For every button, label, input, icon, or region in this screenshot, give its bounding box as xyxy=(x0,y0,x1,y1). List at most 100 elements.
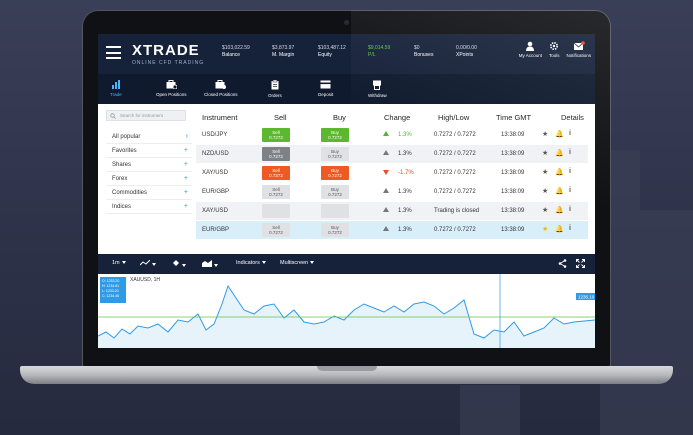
buy-button[interactable]: Buy 0.7272 xyxy=(321,147,349,161)
header-time[interactable]: Time GMT xyxy=(496,113,532,122)
star-icon[interactable]: ★ xyxy=(542,226,549,233)
table-row[interactable]: USD/JPY Sell 0.7272 Buy 0.7272 1.3% 0.7272 / 0… xyxy=(196,126,588,144)
draw-tool-dropdown[interactable] xyxy=(172,260,186,269)
header-icons: My Account Tools Notifications xyxy=(519,41,591,58)
briefcase-closed-icon xyxy=(215,80,227,89)
sell-price: 0.7272 xyxy=(269,192,283,197)
tab-closed-positions[interactable]: Closed Positions xyxy=(204,80,238,97)
sidebar-item-favorites[interactable]: Favorites + xyxy=(106,145,192,158)
sidebar-item-shares[interactable]: Shares + xyxy=(106,159,192,172)
instrument-search-input[interactable]: Search for instrument xyxy=(106,110,186,121)
sell-button[interactable]: Sell 0.7272 xyxy=(262,166,290,180)
info-icon[interactable]: i xyxy=(569,187,571,194)
sidebar-item-indices[interactable]: Indices + xyxy=(106,201,192,214)
plus-icon: + xyxy=(183,189,188,196)
sidebar-item-forex[interactable]: Forex + xyxy=(106,173,192,186)
instrument-name[interactable]: XAY/USD xyxy=(202,170,228,176)
trend-arrow-icon xyxy=(383,170,389,175)
trend-arrow-icon xyxy=(383,226,389,231)
high-low-value: 0.7272 / 0.7272 xyxy=(434,151,476,157)
instrument-name[interactable]: XAY/USD xyxy=(202,208,228,214)
hamburger-menu-icon[interactable] xyxy=(106,46,121,59)
sidebar-item-commodities[interactable]: Commodities + xyxy=(106,187,192,200)
tab-open-positions[interactable]: Open Positions xyxy=(156,80,187,97)
header-high-low[interactable]: High/Low xyxy=(438,113,470,122)
sidebar-item-all-popular[interactable]: All popular › xyxy=(106,131,192,144)
line-type-dropdown[interactable] xyxy=(139,259,156,268)
instrument-name[interactable]: USD/JPY xyxy=(202,132,228,138)
tools-button[interactable]: Tools xyxy=(549,41,559,58)
buy-button[interactable]: Buy 0.7272 xyxy=(321,185,349,199)
notifications-button[interactable]: Notifications xyxy=(566,41,591,58)
buy-button[interactable]: Buy 0.7272 xyxy=(321,128,349,142)
info-icon[interactable]: i xyxy=(569,130,571,137)
info-icon[interactable]: i xyxy=(569,225,571,232)
share-button[interactable] xyxy=(558,259,567,270)
star-icon[interactable]: ★ xyxy=(542,169,549,176)
stat-xpoints: 0.00/0.00 XPoints xyxy=(456,45,477,59)
buy-price: 0.7272 xyxy=(328,230,342,235)
sell-label: Sell xyxy=(272,167,280,173)
header-details[interactable]: Details xyxy=(561,113,584,122)
instrument-name[interactable]: NZD/USD xyxy=(202,151,229,157)
buy-button[interactable]: Buy 0.7272 xyxy=(321,223,349,237)
table-row[interactable]: XAY/USD 1.3% Trading is closed 13:38:09 ★ 🔔 i xyxy=(196,202,588,220)
star-icon[interactable]: ★ xyxy=(542,131,549,138)
table-row[interactable]: XAY/USD Sell 0.7272 Buy 0.7272 -1.7% 0.7272 / … xyxy=(196,164,588,182)
bell-icon[interactable]: 🔔 xyxy=(555,188,564,195)
info-icon[interactable]: i xyxy=(569,168,571,175)
tab-withdraw[interactable]: Withdraw xyxy=(368,80,387,98)
bell-icon[interactable]: 🔔 xyxy=(555,207,564,214)
table-row[interactable]: NZD/USD Sell 0.7272 Buy 0.7272 1.3% 0.7272 / 0… xyxy=(196,145,588,163)
header-sell[interactable]: Sell xyxy=(274,113,287,122)
info-icon[interactable]: i xyxy=(569,149,571,156)
sell-button[interactable]: Sell 0.7272 xyxy=(262,147,290,161)
buy-button[interactable] xyxy=(321,204,349,218)
instrument-name[interactable]: EUR/GBP xyxy=(202,227,230,233)
price-chart[interactable]: 1236.10 O: 1233.20 H: 1234.81 L: 1233.20… xyxy=(98,274,595,348)
sell-button[interactable]: Sell 0.7272 xyxy=(262,128,290,142)
sell-button[interactable]: Sell 0.7272 xyxy=(262,185,290,199)
buy-label: Buy xyxy=(331,148,339,154)
indicators-dropdown[interactable]: Indicators xyxy=(236,260,266,266)
envelope-icon xyxy=(573,41,585,50)
info-icon[interactable]: i xyxy=(569,206,571,213)
header-change[interactable]: Change xyxy=(384,113,411,122)
my-account-button[interactable]: My Account xyxy=(519,41,542,58)
area-chart-icon xyxy=(202,260,212,267)
chart-type-dropdown[interactable] xyxy=(202,260,218,269)
bell-icon[interactable]: 🔔 xyxy=(555,150,564,157)
brand-logo[interactable]: XTRADE ONLINE CFD TRADING xyxy=(132,42,204,66)
plus-icon: + xyxy=(183,147,188,154)
header-instrument[interactable]: Instrument xyxy=(202,113,238,122)
high-low-value: Trading is closed xyxy=(434,208,480,214)
multiscreen-dropdown[interactable]: Multiscreen xyxy=(280,260,315,266)
tab-deposit[interactable]: Deposit xyxy=(318,80,333,97)
tab-orders[interactable]: Orders xyxy=(268,80,282,98)
fullscreen-button[interactable] xyxy=(576,259,585,270)
main-tabs: Trade Open Positions Closed Positions Or… xyxy=(98,74,595,104)
instrument-name[interactable]: EUR/GBP xyxy=(202,189,230,195)
star-icon[interactable]: ★ xyxy=(542,207,549,214)
chevron-down-icon xyxy=(182,264,186,268)
tab-trade[interactable]: Trade xyxy=(110,80,122,97)
plus-icon: + xyxy=(183,161,188,168)
sell-button[interactable]: Sell 0.7272 xyxy=(262,223,290,237)
timeframe-dropdown[interactable]: 1m xyxy=(112,260,126,266)
instrument-sidebar: Search for instrument All popular › Favor… xyxy=(98,104,196,254)
table-row[interactable]: EUR/GBP Sell 0.7272 Buy 0.7272 1.3% 0.7272 / 0… xyxy=(196,221,588,239)
stat-balance: $103,022.59 Balance xyxy=(222,45,250,59)
header-buy[interactable]: Buy xyxy=(333,113,346,122)
change-value: 1.3% xyxy=(398,189,412,195)
line-chart-icon xyxy=(139,259,151,266)
chevron-down-icon xyxy=(152,263,156,267)
sell-button[interactable] xyxy=(262,204,290,218)
table-row[interactable]: EUR/GBP Sell 0.7272 Buy 0.7272 1.3% 0.7272 / 0… xyxy=(196,183,588,201)
star-icon[interactable]: ★ xyxy=(542,150,549,157)
bell-icon[interactable]: 🔔 xyxy=(555,131,564,138)
buy-button[interactable]: Buy 0.7272 xyxy=(321,166,349,180)
star-icon[interactable]: ★ xyxy=(542,188,549,195)
bell-icon[interactable]: 🔔 xyxy=(555,169,564,176)
trend-arrow-icon xyxy=(383,188,389,193)
bell-icon[interactable]: 🔔 xyxy=(555,226,564,233)
